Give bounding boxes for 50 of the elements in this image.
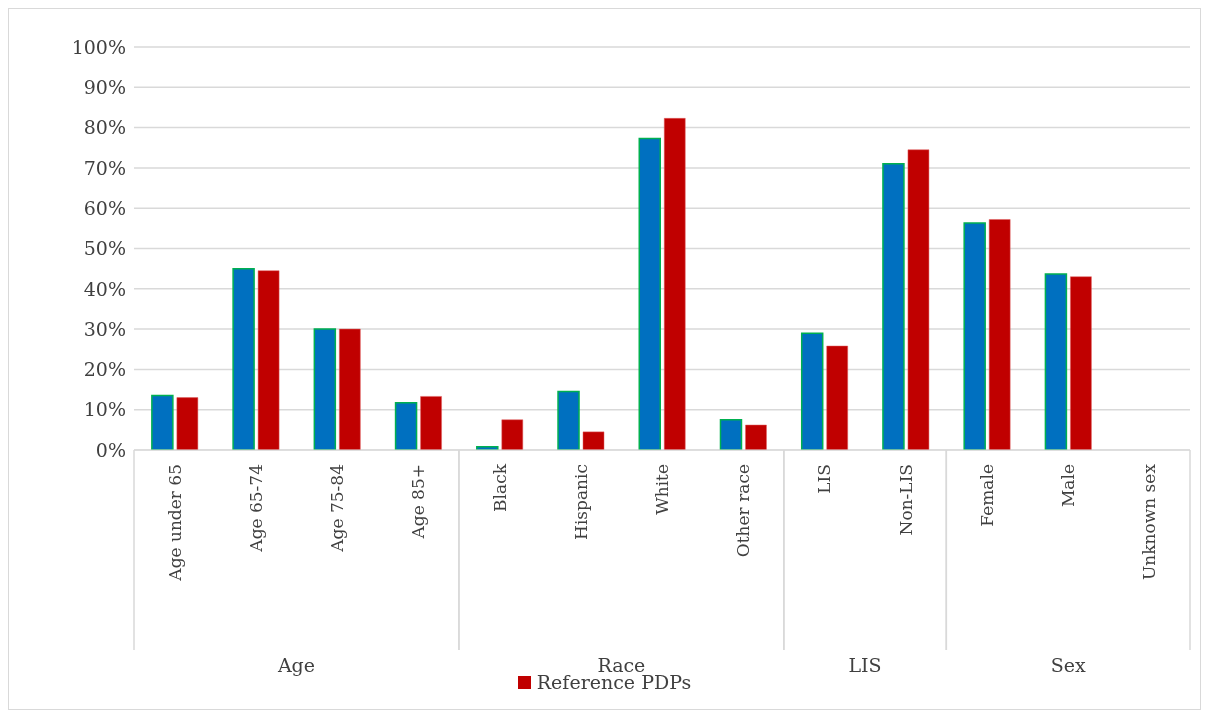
bar (339, 328, 361, 450)
y-tick-label: 30% (83, 317, 126, 340)
bar (800, 332, 824, 450)
x-tick-label: Age 75-84 (327, 464, 348, 553)
text: Sex (1050, 654, 1086, 676)
x-tick-label: Female (976, 464, 997, 527)
bar (963, 222, 986, 450)
x-tick-label: Black (489, 463, 510, 512)
bar (394, 402, 418, 450)
bar (501, 419, 524, 450)
bar (745, 424, 767, 450)
bar (313, 328, 337, 450)
bar (988, 219, 1011, 450)
x-tick-label: Age 65-74 (245, 464, 266, 553)
x-tick-label: Non-LIS (895, 464, 916, 536)
bar (826, 345, 848, 450)
bar (232, 267, 255, 450)
bar (1070, 276, 1092, 450)
x-tick-label: LIS (814, 464, 835, 494)
bar (638, 137, 662, 450)
y-tick-label: 80% (83, 116, 126, 139)
y-tick-label: 20% (83, 358, 126, 381)
bar (719, 419, 743, 450)
bar (1044, 273, 1068, 450)
bar (664, 118, 686, 450)
x-tick-label: Other race (733, 464, 754, 558)
x-tick-label: Unknown sex (1139, 463, 1160, 581)
text: Age (276, 654, 316, 676)
bar (151, 394, 174, 450)
x-tick-label: Age under 65 (164, 464, 185, 582)
y-tick-label: 90% (83, 76, 126, 99)
x-tick-label: Hispanic (570, 464, 591, 540)
y-tick-label: 60% (83, 196, 126, 219)
y-tick-label: 10% (83, 398, 126, 421)
x-tick-label: Male (1058, 464, 1079, 508)
y-tick-label: 0% (95, 438, 126, 461)
bar (257, 270, 280, 450)
x-tick-label: White (652, 464, 672, 515)
y-tick-label: 70% (83, 156, 126, 179)
bar (907, 149, 930, 450)
bar (557, 390, 580, 450)
text: LIS (848, 654, 882, 676)
bar (582, 431, 605, 450)
x-tick-label: Age 85+ (408, 464, 429, 540)
y-tick-label: 100% (71, 35, 126, 58)
bar (176, 397, 199, 450)
y-tick-label: 50% (83, 237, 126, 260)
y-tick-label: 40% (83, 277, 126, 300)
bar (420, 396, 442, 450)
bar (882, 163, 905, 450)
